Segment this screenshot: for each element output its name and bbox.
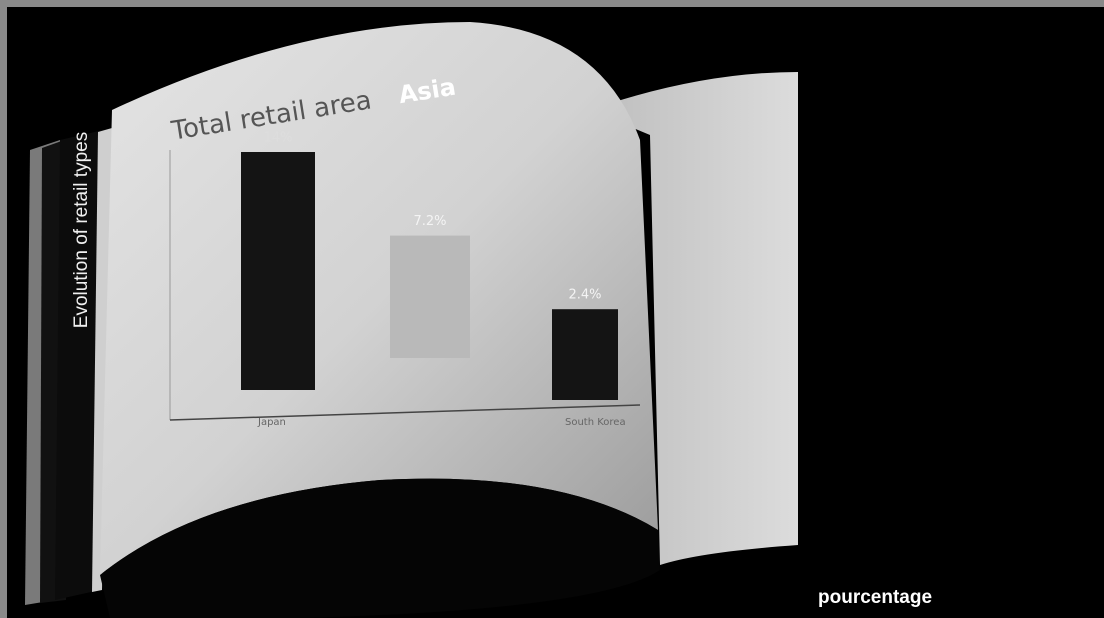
bar — [241, 152, 315, 390]
x-tick-label: Japan — [257, 417, 286, 428]
value-label: 14% — [264, 131, 293, 146]
plot: 14% Japan 7.2% 2.4% South Korea — [169, 131, 641, 428]
page-edges — [25, 128, 112, 605]
spine-text: Evolution of retail types — [71, 132, 92, 328]
value-label: 2.4% — [568, 288, 601, 303]
bar — [552, 309, 618, 400]
bar — [390, 235, 470, 358]
top-border — [0, 0, 1104, 7]
page-edge — [92, 128, 112, 592]
left-border — [0, 0, 7, 618]
caption: pourcentage — [818, 587, 932, 608]
book-shadow — [100, 478, 660, 618]
right-page — [590, 72, 798, 565]
left-page — [100, 22, 658, 575]
x-tick-label: South Korea — [565, 417, 626, 428]
value-label: 7.2% — [413, 214, 446, 229]
x-axis — [169, 404, 641, 421]
